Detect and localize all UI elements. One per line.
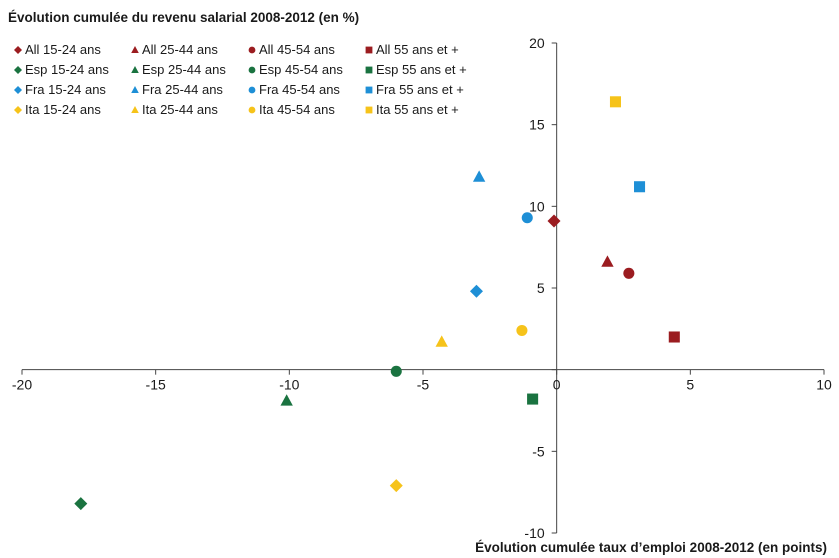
x-axis-label: Évolution cumulée taux d’emploi 2008-201… (475, 540, 827, 555)
data-points (74, 96, 680, 511)
data-point-triangle (472, 170, 486, 182)
legend-label: Ita 15-24 ans (25, 102, 101, 117)
legend-item: Ita 55 ans et + (365, 102, 459, 117)
y-tick-label: 10 (529, 198, 545, 214)
x-tick-label: 10 (816, 377, 832, 393)
legend-item: All 45-54 ans (248, 42, 335, 57)
legend-square-icon (365, 46, 373, 54)
x-tick-label: 0 (553, 377, 561, 393)
chart-title: Évolution cumulée du revenu salarial 200… (8, 10, 360, 25)
data-point-square (527, 393, 539, 405)
legend-square-icon (365, 66, 373, 74)
legend-item: Fra 25-44 ans (131, 82, 223, 97)
legend-triangle-icon (131, 66, 139, 73)
axes (21, 42, 825, 534)
y-tick-label: -10 (524, 525, 544, 541)
data-point-triangle (435, 335, 448, 347)
legend-label: Fra 15-24 ans (25, 82, 106, 97)
data-point-diamond (389, 479, 403, 493)
legend-item: Fra 15-24 ans (14, 82, 106, 97)
x-tick-label: -20 (12, 377, 32, 393)
x-tick-label: 5 (686, 377, 694, 393)
data-point-diamond (74, 497, 88, 511)
legend-label: Ita 25-44 ans (142, 102, 218, 117)
legend-label: Fra 45-54 ans (259, 82, 340, 97)
x-tick-label: -15 (146, 377, 166, 393)
legend-item: Esp 25-44 ans (131, 62, 226, 77)
legend-circle-icon (248, 46, 256, 54)
data-point-diamond (547, 214, 561, 228)
legend-label: All 25-44 ans (142, 42, 218, 57)
legend-circle-icon (248, 86, 256, 94)
y-tick-label: 5 (537, 280, 545, 296)
data-point-diamond (469, 284, 483, 298)
legend-triangle-icon (131, 86, 139, 93)
legend-label: Fra 25-44 ans (142, 82, 223, 97)
legend-item: Fra 55 ans et + (365, 82, 464, 97)
legend-triangle-icon (131, 106, 139, 113)
legend-label: Ita 55 ans et + (376, 102, 459, 117)
legend-item: Ita 25-44 ans (131, 102, 218, 117)
legend-item: Esp 55 ans et + (365, 62, 467, 77)
legend-diamond-icon (14, 86, 22, 94)
legend-label: All 45-54 ans (259, 42, 335, 57)
legend-square-icon (365, 86, 373, 94)
x-tick-label: -5 (417, 377, 430, 393)
legend-label: Esp 45-54 ans (259, 62, 343, 77)
legend-diamond-icon (14, 66, 22, 74)
legend-item: Esp 15-24 ans (14, 62, 109, 77)
legend-item: All 55 ans et + (365, 42, 459, 57)
legend-circle-icon (248, 106, 256, 114)
legend-item: Ita 45-54 ans (248, 102, 335, 117)
legend-diamond-icon (14, 46, 22, 54)
legend-diamond-icon (14, 106, 22, 114)
y-tick-label: -5 (532, 443, 545, 459)
legend-label: Esp 15-24 ans (25, 62, 109, 77)
data-point-circle (516, 324, 528, 336)
legend: All 15-24 ans All 25-44 ans All 45-54 ans A… (14, 42, 467, 117)
legend-label: Fra 55 ans et + (376, 82, 464, 97)
data-point-circle (623, 267, 635, 279)
legend-item: Ita 15-24 ans (14, 102, 101, 117)
legend-item: Esp 45-54 ans (248, 62, 343, 77)
legend-label: All 55 ans et + (376, 42, 459, 57)
data-point-triangle (601, 255, 614, 267)
data-point-square (668, 331, 680, 343)
x-tick-label: -10 (279, 377, 299, 393)
data-point-square (609, 96, 622, 108)
legend-item: All 25-44 ans (131, 42, 218, 57)
legend-label: Esp 25-44 ans (142, 62, 226, 77)
data-point-triangle (280, 394, 293, 406)
legend-item: Fra 45-54 ans (248, 82, 340, 97)
legend-triangle-icon (131, 46, 139, 53)
y-tick-label: 15 (529, 117, 545, 133)
legend-item: All 15-24 ans (14, 42, 101, 57)
data-point-square (634, 181, 646, 193)
legend-square-icon (365, 106, 373, 114)
legend-label: Esp 55 ans et + (376, 62, 467, 77)
data-point-circle (521, 212, 533, 224)
legend-circle-icon (248, 66, 256, 74)
data-point-circle (390, 365, 402, 377)
legend-label: All 15-24 ans (25, 42, 101, 57)
tick-labels: -20 -15 -10 -5 0 5 10 -10 -5 5 10 15 20 (12, 35, 832, 541)
y-tick-label: 20 (529, 35, 545, 51)
legend-label: Ita 45-54 ans (259, 102, 335, 117)
